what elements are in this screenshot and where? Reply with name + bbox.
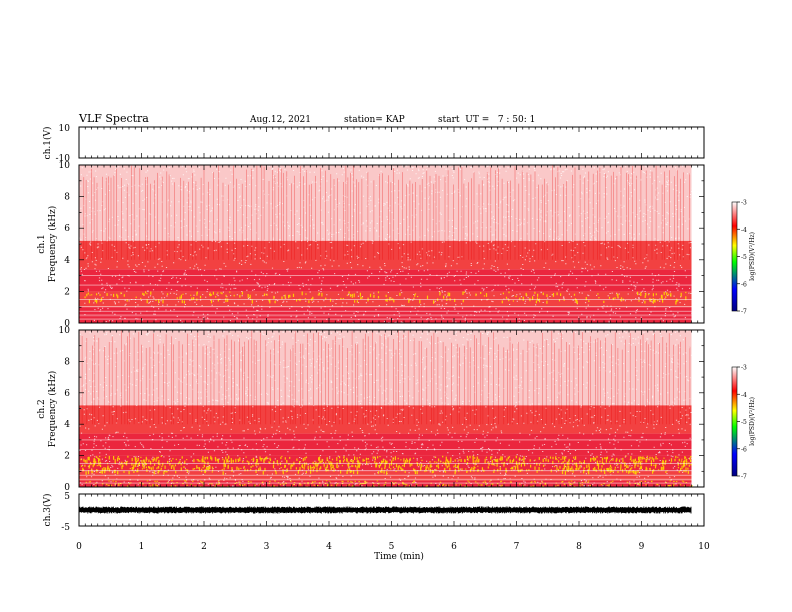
- ch2-spectrogram-panel: 0 2 4 6 8 10 ch.2 Frequency (kHz): [37, 326, 705, 493]
- colorbar-tick-label: -3: [741, 200, 747, 207]
- y-tick-label: 8: [64, 193, 70, 203]
- spectrogram-intense-band: [84, 291, 687, 305]
- colorbar-gradient: [731, 366, 738, 477]
- y-tick-label: 6: [64, 389, 70, 399]
- ch1-spectrogram-ticks: 0 2 4 6 8 10: [59, 161, 705, 329]
- spectrogram-band: [79, 480, 692, 487]
- ch3-ytick-top: 5: [64, 492, 70, 502]
- spectrogram-band: [79, 405, 692, 434]
- ch3-waveform-ticks: 0 1 2 3 4 5 6 7 8 9 10: [76, 493, 710, 552]
- colorbar-tick-label: -5: [741, 254, 747, 261]
- ch2-spectrogram-ticks: 0 2 4 6 8 10: [59, 326, 705, 493]
- x-tick-label: 0: [76, 542, 82, 552]
- ch3-ytick-bottom: -5: [61, 523, 70, 533]
- colorbar-tick-label: -6: [741, 446, 747, 453]
- y-tick-label: 0: [64, 319, 70, 329]
- ch1-waveform-ticks: [78, 127, 705, 158]
- ch2-spectrogram-image: [78, 329, 693, 488]
- spectrogram-band: [79, 330, 692, 406]
- spectrogram-band: [79, 316, 692, 323]
- date-label: Aug.12, 2021: [250, 115, 311, 125]
- colorbar-tick-label: -4: [741, 227, 747, 234]
- y-tick-label: 8: [64, 357, 70, 367]
- colorbar-gradient: [731, 201, 738, 312]
- y-tick-label: 4: [64, 420, 70, 430]
- ch1-waveform-ylabel: ch.1(V): [42, 127, 53, 160]
- colorbar-tick-label: -3: [741, 365, 747, 372]
- figure-title: VLF Spectra: [79, 112, 149, 125]
- colorbar-tick-label: -5: [741, 419, 747, 426]
- colorbar-tick-label: -6: [741, 281, 747, 288]
- x-tick-label: 2: [201, 542, 207, 552]
- x-tick-label: 5: [389, 542, 395, 552]
- x-axis-label: Time (min): [374, 551, 424, 562]
- y-tick-label: 10: [59, 161, 71, 171]
- spectrogram-band: [79, 307, 692, 317]
- ch1-spectrogram-image: [78, 164, 693, 324]
- x-tick-label: 4: [326, 542, 332, 552]
- ch1-spectrogram-panel: 0 2 4 6 8 10 ch.1 Frequency (kHz): [37, 161, 705, 329]
- ch1-ytick-bottom: -10: [56, 154, 71, 164]
- ch1-spectrogram-ylabel-line1: ch.1: [37, 234, 47, 253]
- colorbar-label: log(PSD)(V²/Hz): [749, 232, 756, 281]
- y-tick-label: 0: [64, 483, 70, 493]
- spectrogram-band: [79, 471, 692, 481]
- ch3-waveform-panel: 0 1 2 3 4 5 6 7 8 9 10 5 -5 ch.3(V) Time (min): [42, 492, 710, 562]
- ch1-waveform-panel: 10 -10 ch.1(V): [42, 124, 705, 164]
- x-tick-label: 8: [576, 542, 582, 552]
- start-ut-label: start UT = 7 : 50: 1: [438, 115, 536, 125]
- spectrogram-speckle: [79, 329, 693, 488]
- colorbar-tick-label: -4: [741, 392, 747, 399]
- y-tick-label: 2: [64, 287, 70, 297]
- spectrogram-band: [79, 433, 692, 456]
- ch2-colorbar: -3 -4 -5 -6 -7 log(PSD)(V²/Hz): [731, 365, 756, 481]
- colorbar-label: log(PSD)(V²/Hz): [749, 397, 756, 446]
- ch3-waveform-ylabel: ch.3(V): [42, 494, 53, 527]
- station-label: station= KAP: [344, 115, 405, 125]
- ch1-spectrogram-ylabel-line2: Frequency (kHz): [47, 206, 58, 283]
- x-tick-label: 10: [698, 542, 710, 552]
- ch3-waveform-line: [78, 506, 692, 514]
- ch3-waveform-trace: [78, 506, 692, 514]
- spectrogram-band: [79, 240, 692, 270]
- colorbar-tick-label: -7: [741, 474, 747, 481]
- x-tick-label: 1: [139, 542, 145, 552]
- x-tick-label: 3: [264, 542, 270, 552]
- x-tick-label: 6: [451, 542, 457, 552]
- y-tick-label: 6: [64, 224, 70, 234]
- ch1-ytick-top: 10: [59, 124, 71, 134]
- ch2-spectrogram-ylabel-line2: Frequency (kHz): [47, 371, 58, 448]
- y-tick-label: 2: [64, 452, 70, 462]
- y-tick-label: 4: [64, 256, 70, 266]
- y-tick-label: 10: [59, 326, 71, 336]
- x-tick-label: 9: [639, 542, 645, 552]
- colorbar-tick-label: -7: [741, 309, 747, 316]
- ch1-colorbar: -3 -4 -5 -6 -7 log(PSD)(V²/Hz): [731, 200, 756, 316]
- x-tick-label: 7: [514, 542, 520, 552]
- ch2-spectrogram-ylabel-line1: ch.2: [37, 399, 47, 418]
